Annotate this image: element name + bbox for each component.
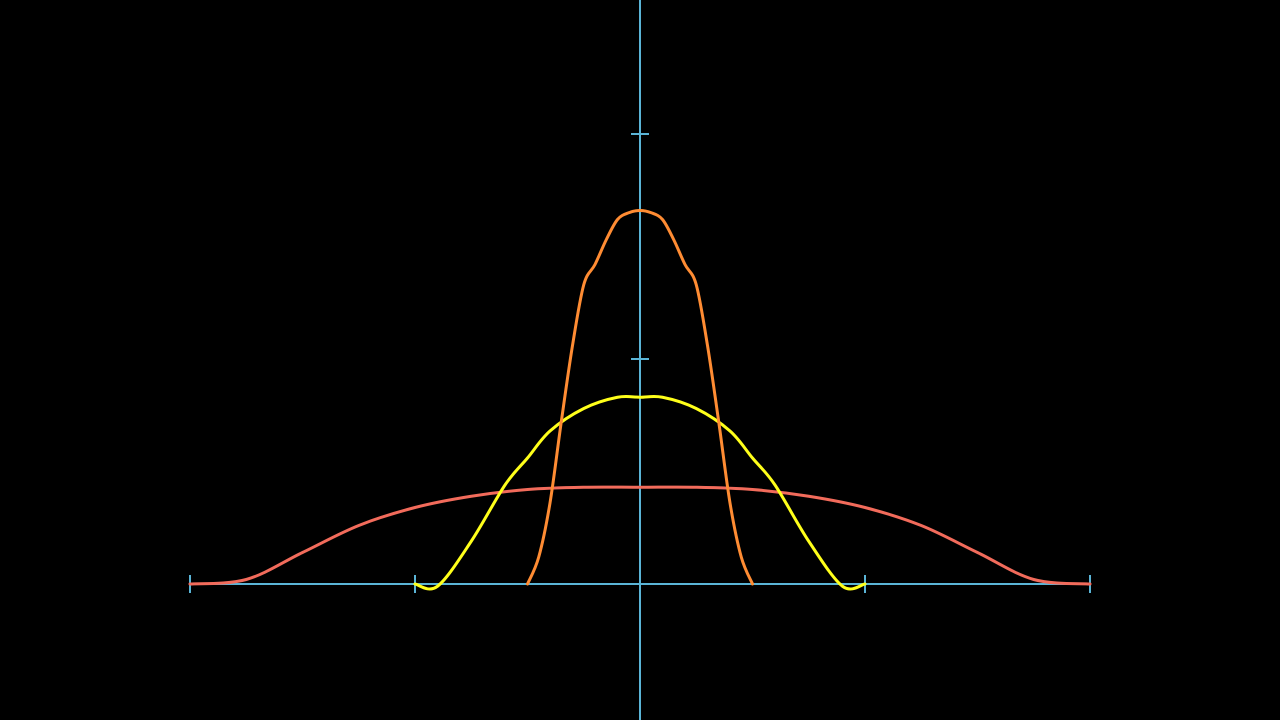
axes	[189, 0, 1091, 720]
series-line-2	[413, 394, 867, 591]
series-line-1	[188, 485, 1092, 586]
series-line-3	[526, 209, 754, 586]
series-layer	[188, 209, 1092, 591]
